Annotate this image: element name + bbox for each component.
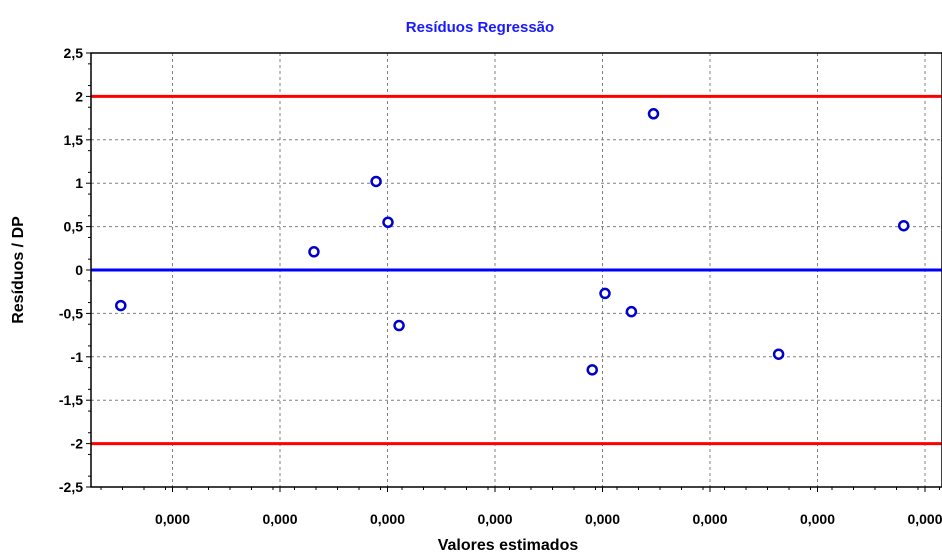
y-tick-label: 0,5 bbox=[64, 219, 84, 235]
y-tick-label: 1,5 bbox=[64, 132, 84, 148]
data-point bbox=[647, 108, 660, 120]
y-tick-label: 1 bbox=[75, 175, 83, 191]
x-tick-label: 0,000 bbox=[155, 511, 190, 527]
x-tick-labels: 0,000 0,000 0,000 0,000 0,000 0,000 0,000 0,000 bbox=[100, 487, 942, 527]
data-point bbox=[393, 319, 405, 332]
data-point bbox=[115, 299, 127, 312]
y-tick-labels: 2,5 2 1,5 1 0,5 0 -0,5 -1 -1,5 -2 -2,5 bbox=[59, 45, 91, 495]
data-point bbox=[370, 175, 382, 188]
x-tick-label: 0,000 bbox=[370, 511, 405, 527]
data-point bbox=[897, 219, 910, 232]
data-point bbox=[382, 216, 394, 229]
data-points bbox=[115, 108, 910, 376]
chart-title: Resíduos Regressão bbox=[406, 19, 554, 36]
data-point bbox=[625, 305, 638, 318]
x-tick-label: 0,000 bbox=[262, 511, 297, 527]
y-tick-label: -1,5 bbox=[59, 392, 83, 408]
y-tick-label: -2,5 bbox=[59, 479, 83, 495]
y-axis-label: Resíduos / DP bbox=[10, 216, 27, 324]
y-tick-label: 0 bbox=[75, 262, 83, 278]
y-tick-label: -1 bbox=[71, 349, 84, 365]
y-tick-label: -2 bbox=[71, 436, 84, 452]
data-point bbox=[772, 348, 785, 360]
x-tick-label: 0,000 bbox=[907, 511, 942, 527]
reference-lines bbox=[91, 94, 942, 446]
y-tick-label: 2 bbox=[75, 88, 83, 104]
x-tick-label: 0,000 bbox=[692, 511, 727, 527]
data-point bbox=[599, 287, 611, 300]
x-axis-label: Valores estimados bbox=[438, 537, 579, 552]
x-tick-label: 0,000 bbox=[477, 511, 512, 527]
y-tick-label: 2,5 bbox=[64, 45, 84, 61]
x-tick-label: 0,000 bbox=[585, 511, 620, 527]
x-tick-label: 0,000 bbox=[800, 511, 835, 527]
data-point bbox=[308, 246, 320, 258]
data-point bbox=[586, 364, 598, 376]
y-tick-label: -0,5 bbox=[59, 305, 83, 321]
